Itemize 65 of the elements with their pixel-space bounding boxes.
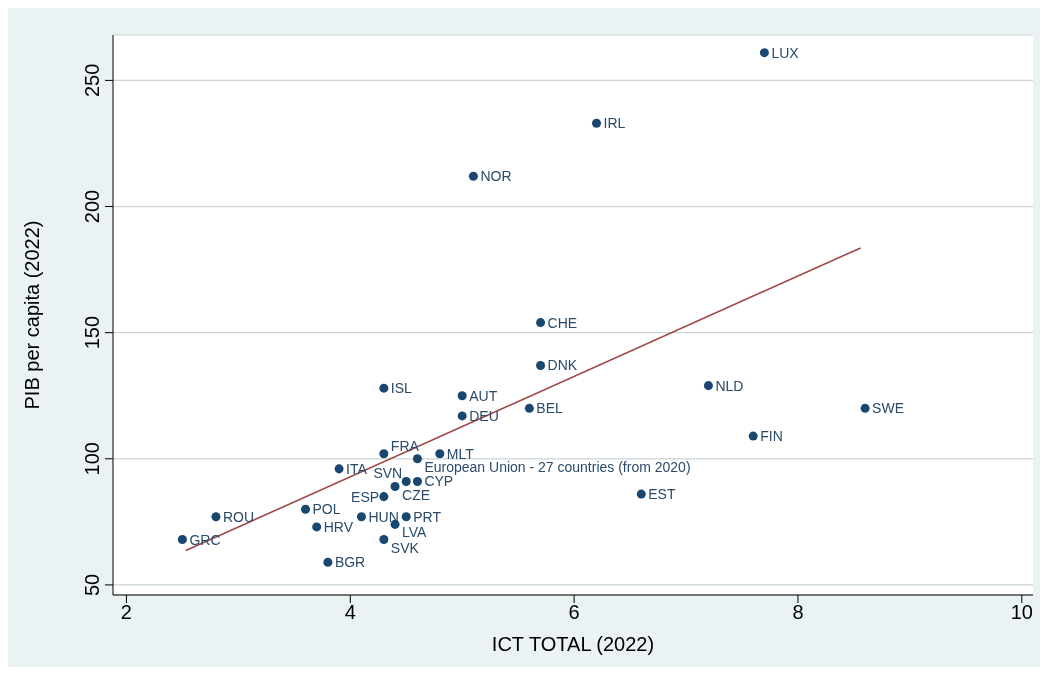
point <box>379 383 389 393</box>
point <box>177 535 187 545</box>
point <box>759 48 769 58</box>
data-label: HRV <box>323 518 354 535</box>
y-axis-title: PIB per capita (2022) <box>21 220 44 410</box>
data-label: FIN <box>760 428 783 445</box>
data-label: POL <box>312 501 341 518</box>
point <box>300 504 311 514</box>
y-tick-label: 150 <box>81 315 103 350</box>
point <box>312 522 322 532</box>
data-label: BEL <box>536 400 564 417</box>
point <box>536 318 546 328</box>
data-label: DNK <box>547 357 578 374</box>
data-label: SWE <box>872 400 905 417</box>
x-tick-label: 10 <box>1010 601 1033 624</box>
data-label: ISL <box>390 380 413 397</box>
data-label: NLD <box>715 377 744 394</box>
data-label: SVK <box>390 539 420 556</box>
data-label: ROU <box>222 508 255 525</box>
point <box>401 512 411 522</box>
point <box>591 118 602 128</box>
point <box>860 403 870 413</box>
point <box>211 512 221 522</box>
data-label: LUX <box>771 44 800 61</box>
point <box>468 171 478 181</box>
data-label: NOR <box>480 168 512 185</box>
data-label: ITA <box>346 460 368 477</box>
data-label: BGR <box>334 554 366 571</box>
point <box>748 431 758 441</box>
data-label: CHE <box>547 314 578 331</box>
y-tick-label: 200 <box>81 189 103 224</box>
x-tick-label: 2 <box>120 601 132 624</box>
point <box>412 454 422 464</box>
y-tick-label: 100 <box>81 442 103 476</box>
y-tick-label: 50 <box>81 573 103 597</box>
point <box>457 411 467 421</box>
point <box>457 391 467 401</box>
y-tick-label: 250 <box>81 63 103 98</box>
point <box>636 489 646 499</box>
point <box>524 403 534 413</box>
point <box>703 381 713 391</box>
x-tick-label: 8 <box>792 601 804 624</box>
data-label: IRL <box>603 115 626 132</box>
point <box>379 535 389 545</box>
point <box>435 449 445 459</box>
x-axis-title: ICT TOTAL (2022) <box>491 633 655 655</box>
point <box>334 464 344 474</box>
data-label: HUN <box>368 508 399 525</box>
point <box>401 476 411 486</box>
data-label: PRT <box>413 508 442 525</box>
data-label: LVA <box>402 524 428 541</box>
point <box>390 482 400 492</box>
x-tick-label: 6 <box>568 601 580 624</box>
point <box>536 360 546 370</box>
point <box>323 557 333 567</box>
x-tick-label: 4 <box>344 601 356 624</box>
data-label: FRA <box>390 437 420 454</box>
data-label: ESP <box>351 488 380 505</box>
point <box>412 476 422 486</box>
point <box>379 492 389 502</box>
data-label: AUT <box>469 387 498 404</box>
point <box>356 512 366 522</box>
data-label: SVN <box>373 465 403 482</box>
point <box>379 449 389 459</box>
data-label: EST <box>648 486 676 503</box>
